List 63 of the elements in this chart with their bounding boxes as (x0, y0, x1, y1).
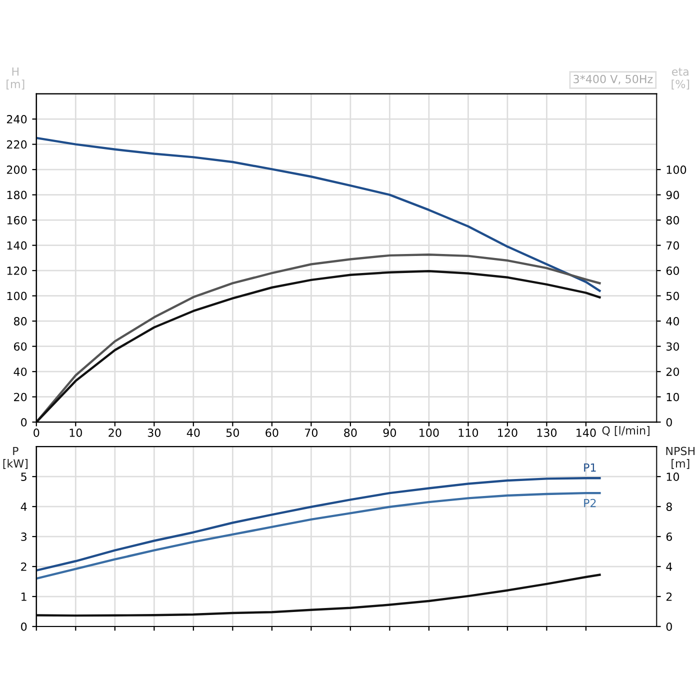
text: 3*400 V, 50Hz (574, 74, 653, 84)
x-tick-label: 0 (34, 428, 40, 437)
x-tick-label: 30 (148, 428, 160, 437)
x-tick-label: 50 (226, 428, 239, 437)
y-tick-label: 200 (6, 166, 27, 174)
y2-tick-label: 4 (666, 562, 672, 571)
y-tick-label: 5 (21, 472, 26, 481)
y-tick-label: 4 (20, 502, 27, 511)
y2-axis-title: NPSH [m] (666, 446, 695, 469)
y2-tick-label: 100 (666, 166, 686, 174)
y-tick-label: 180 (7, 190, 27, 200)
x-tick-label: 130 (537, 428, 557, 437)
y2-tick-label: 0 (666, 418, 672, 426)
x-tick-label: 80 (344, 428, 357, 437)
y-tick-label: 1 (22, 592, 26, 601)
x-axis-title: Q [l/min] (602, 426, 650, 436)
y2-tick-label: 6 (666, 532, 672, 541)
y2-axis-title: eta [%] (672, 68, 690, 90)
y2-tick-label: 10 (666, 392, 680, 402)
x-tick-label: 60 (266, 428, 278, 437)
y2-tick-label: 2 (666, 592, 672, 601)
x-tick-label: 10 (70, 428, 82, 437)
y-tick-label: 3 (21, 532, 26, 541)
y2-tick-label: 50 (666, 292, 680, 300)
y2-tick-label: 8 (666, 502, 672, 511)
x-tick-label: 90 (383, 428, 396, 437)
line-series (36, 492, 601, 580)
y2-tick-label: 40 (666, 317, 680, 326)
x-tick-label: 20 (108, 428, 122, 437)
y2-tick-label: 80 (666, 216, 680, 224)
y2-tick-label: 70 (666, 241, 680, 250)
line-series (36, 136, 601, 292)
x-tick-label: 140 (576, 428, 596, 437)
y-tick-label: 100 (7, 292, 27, 300)
x-tick-label: 100 (420, 428, 439, 437)
y2-tick-label: 20 (666, 368, 680, 376)
y-axis-title: H [m] (6, 68, 24, 90)
y2-tick-label: 90 (666, 190, 680, 200)
y-tick-label: 0 (21, 622, 27, 631)
y-tick-label: 20 (14, 392, 27, 402)
y2-tick-label: 10 (666, 472, 680, 481)
y-tick-label: 0 (21, 418, 27, 426)
y2-tick-label: 60 (666, 266, 680, 275)
y-tick-label: 220 (6, 140, 27, 149)
line-series (36, 476, 601, 572)
line-series (36, 574, 601, 617)
x-tick-label: 40 (186, 428, 200, 437)
series-label: P2 (584, 498, 596, 508)
y-axis-title: P [kW] (3, 446, 28, 469)
x-tick-label: 70 (305, 428, 318, 437)
y-tick-label: 120 (7, 266, 27, 275)
y-tick-label: 40 (14, 368, 27, 376)
series-label: P1 (584, 464, 596, 472)
y-tick-label: 160 (7, 216, 27, 224)
x-tick-label: 110 (458, 428, 478, 437)
y-tick-label: 60 (14, 342, 27, 351)
x-tick-label: 120 (498, 428, 518, 437)
y2-tick-label: 0 (666, 622, 672, 631)
y2-tick-label: 30 (666, 342, 680, 351)
y-tick-label: 140 (7, 241, 27, 250)
y-tick-label: 2 (21, 562, 26, 571)
y-tick-label: 80 (14, 317, 27, 326)
y-tick-label: 240 (6, 115, 27, 124)
